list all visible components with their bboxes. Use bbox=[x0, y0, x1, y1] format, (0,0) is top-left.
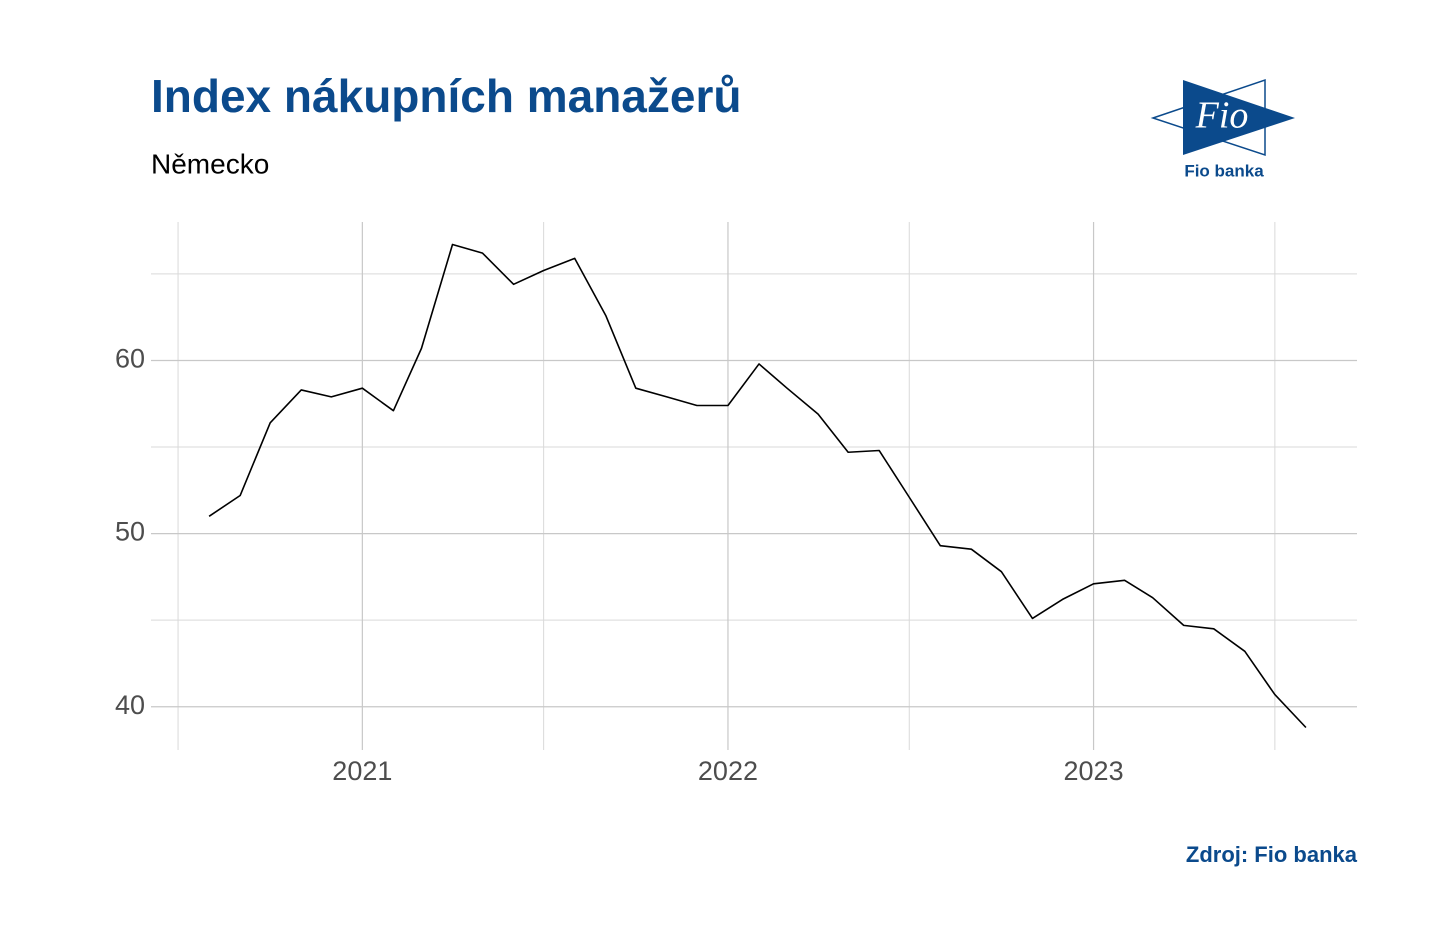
source-note: Zdroj: Fio banka bbox=[1186, 842, 1358, 867]
x-tick-label: 2022 bbox=[698, 756, 758, 786]
logo-flag bbox=[1183, 80, 1295, 155]
y-tick-label: 40 bbox=[115, 690, 145, 720]
chart-subtitle: Německo bbox=[151, 148, 269, 179]
logo: Fio Fio banka bbox=[1150, 78, 1295, 180]
x-tick-label: 2021 bbox=[332, 756, 392, 786]
data-line bbox=[208, 243, 1307, 729]
chart-title: Index nákupních manažerů bbox=[151, 70, 741, 122]
logo-caption: Fio banka bbox=[1184, 161, 1264, 180]
plot-area bbox=[151, 222, 1357, 750]
y-tick-label: 50 bbox=[115, 517, 145, 547]
logo-text: Fio bbox=[1195, 95, 1249, 137]
y-tick-label: 60 bbox=[115, 344, 145, 374]
x-tick-label: 2023 bbox=[1064, 756, 1124, 786]
